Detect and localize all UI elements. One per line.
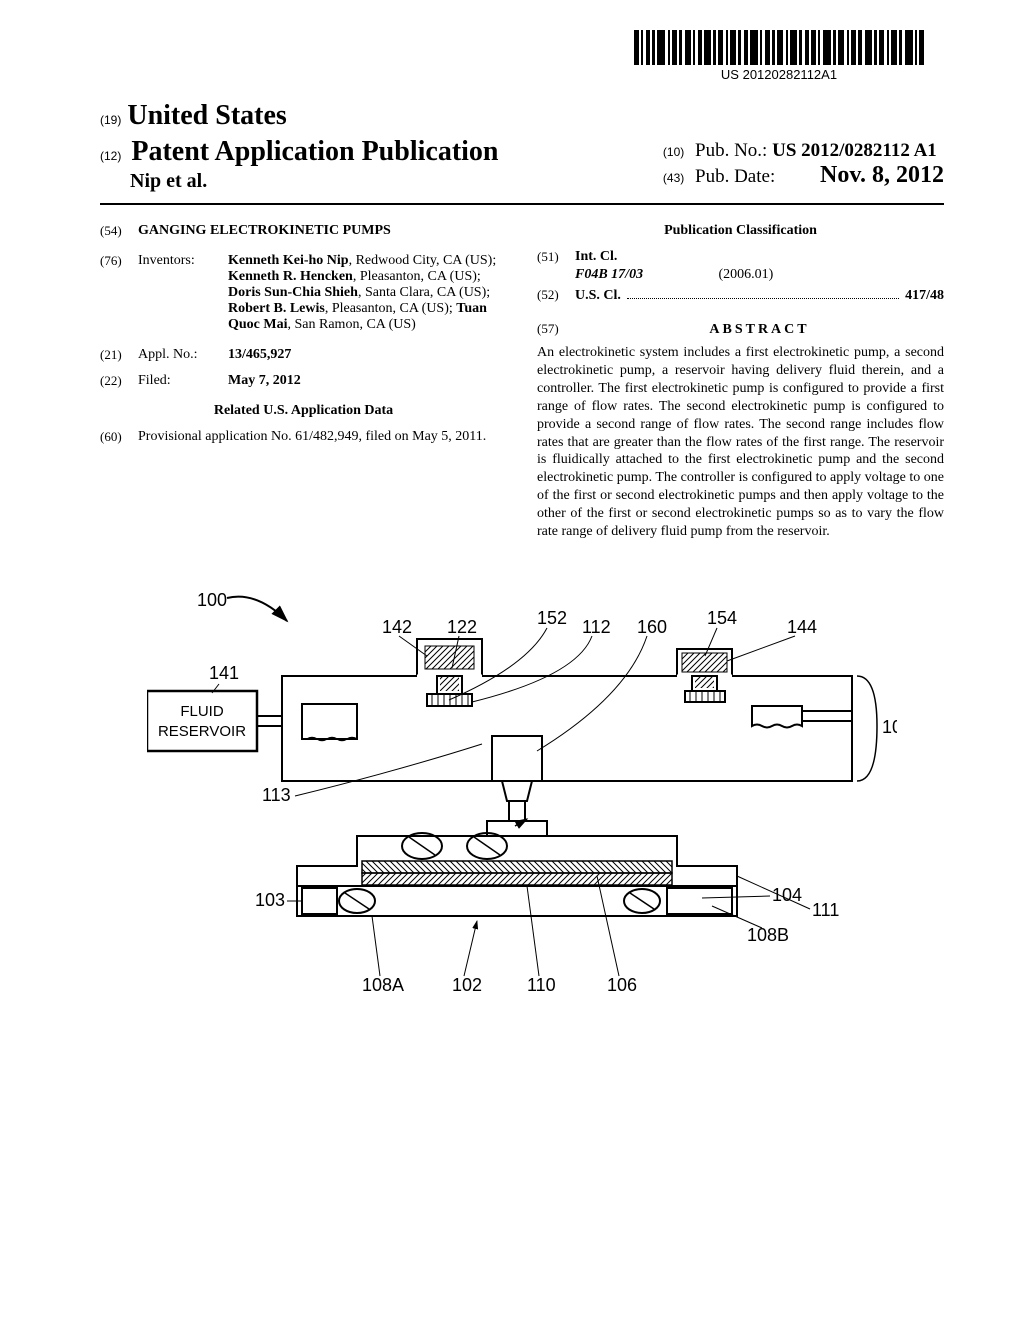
ref-154: 154 <box>707 608 737 628</box>
intcl-year: (2006.01) <box>719 267 774 282</box>
reservoir-label-2: RESERVOIR <box>158 723 246 740</box>
code-60: (60) <box>100 429 138 445</box>
ref-113: 113 <box>262 785 291 805</box>
header-pub-row: (12) Patent Application Publication Nip … <box>100 136 944 193</box>
patent-title: GANGING ELECTROKINETIC PUMPS <box>138 223 391 239</box>
code-54: (54) <box>100 223 138 239</box>
inventors-label: Inventors: <box>138 253 228 333</box>
intcl-value-row: F04B 17/03 (2006.01) <box>575 267 944 283</box>
code-52: (52) <box>537 287 575 303</box>
uscl-label: U.S. Cl. <box>575 288 621 304</box>
inventor-3: Doris Sun-Chia Shieh <box>228 285 358 300</box>
inventor-3-loc: , Santa Clara, CA (US); <box>358 285 490 300</box>
abstract-label: ABSTRACT <box>575 322 944 338</box>
abstract-text: An electrokinetic system includes a firs… <box>537 344 944 541</box>
ref-108a: 108A <box>362 975 404 995</box>
ref-142: 142 <box>382 617 412 637</box>
related-heading: Related U.S. Application Data <box>100 403 507 419</box>
barcode-block: US 20120282112A1 <box>634 30 924 82</box>
ref-152: 152 <box>537 608 567 628</box>
pub-date: Nov. 8, 2012 <box>820 162 944 188</box>
publication-title: Patent Application Publication <box>131 136 498 167</box>
ref-102: 102 <box>452 975 482 995</box>
pub-date-label: Pub. Date: <box>695 166 775 187</box>
inventors-row: (76) Inventors: Kenneth Kei-ho Nip, Redw… <box>100 253 507 333</box>
ref-110: 110 <box>527 975 556 995</box>
left-column: (54) GANGING ELECTROKINETIC PUMPS (76) I… <box>100 223 507 541</box>
ref-144: 144 <box>787 617 817 637</box>
inventor-2-loc: , Pleasanton, CA (US); <box>353 269 481 284</box>
header-country-row: (19) United States <box>100 100 944 132</box>
inventor-4: Robert B. Lewis <box>228 301 325 316</box>
intcl-code: F04B 17/03 <box>575 267 715 283</box>
applno-value: 13/465,927 <box>228 347 507 363</box>
inventor-4-loc: , Pleasanton, CA (US); <box>325 301 456 316</box>
ref-108b: 108B <box>747 925 789 945</box>
intcl-row: (51) Int. Cl. <box>537 249 944 265</box>
country-name: United States <box>127 100 286 132</box>
provisional-row: (60) Provisional application No. 61/482,… <box>100 429 507 445</box>
code-12: (12) <box>100 149 121 163</box>
abstract-header: (57) ABSTRACT <box>537 314 944 344</box>
inventor-1-loc: , Redwood City, CA (US); <box>349 253 497 268</box>
inventor-5-loc: , San Ramon, CA (US) <box>288 317 416 332</box>
code-76: (76) <box>100 253 138 333</box>
ref-101: 101 <box>882 717 897 737</box>
ref-104: 104 <box>772 885 802 905</box>
header-right: (10) Pub. No.: US 2012/0282112 A1 (43) P… <box>663 140 944 189</box>
code-22: (22) <box>100 373 138 389</box>
ref-141: 141 <box>209 663 239 683</box>
applno-row: (21) Appl. No.: 13/465,927 <box>100 347 507 363</box>
ref-111: 111 <box>812 900 839 920</box>
pub-num-label: Pub. No.: <box>695 140 767 161</box>
ref-100: 100 <box>197 590 227 610</box>
inventor-1: Kenneth Kei-ho Nip <box>228 253 349 268</box>
code-19: (19) <box>100 113 121 127</box>
uscl-value: 417/48 <box>905 288 944 304</box>
header-divider <box>100 203 944 205</box>
filed-label: Filed: <box>138 373 228 389</box>
authors: Nip et al. <box>130 170 499 193</box>
inventor-2: Kenneth R. Hencken <box>228 269 353 284</box>
applno-label: Appl. No.: <box>138 347 228 363</box>
code-21: (21) <box>100 347 138 363</box>
pub-class-heading: Publication Classification <box>537 223 944 239</box>
filed-value: May 7, 2012 <box>228 373 507 389</box>
header-left: (12) Patent Application Publication Nip … <box>100 136 499 193</box>
inventors-list: Kenneth Kei-ho Nip, Redwood City, CA (US… <box>228 253 507 333</box>
ref-103: 103 <box>255 890 285 910</box>
body-columns: (54) GANGING ELECTROKINETIC PUMPS (76) I… <box>100 223 944 541</box>
uscl-row: (52) U.S. Cl. 417/48 <box>537 287 944 304</box>
reservoir-label-1: FLUID <box>180 703 224 720</box>
provisional-text: Provisional application No. 61/482,949, … <box>138 429 507 445</box>
right-column: Publication Classification (51) Int. Cl.… <box>537 223 944 541</box>
code-43: (43) <box>663 171 684 185</box>
title-row: (54) GANGING ELECTROKINETIC PUMPS <box>100 223 507 239</box>
ref-112: 112 <box>582 617 611 637</box>
pub-num: US 2012/0282112 A1 <box>772 140 937 161</box>
filed-row: (22) Filed: May 7, 2012 <box>100 373 507 389</box>
barcode-graphic <box>634 30 924 65</box>
uscl-dots <box>627 298 899 299</box>
ref-106: 106 <box>607 975 637 995</box>
ref-160: 160 <box>637 617 667 637</box>
barcode-number: US 20120282112A1 <box>634 67 924 82</box>
ref-122: 122 <box>447 617 477 637</box>
figure-area: 100 101 142 122 152 112 160 <box>100 576 944 1061</box>
patent-figure: 100 101 142 122 152 112 160 <box>147 576 897 1056</box>
code-57: (57) <box>537 321 575 337</box>
header-block: (19) United States (12) Patent Applicati… <box>100 100 944 193</box>
intcl-label: Int. Cl. <box>575 249 617 265</box>
code-51: (51) <box>537 249 575 265</box>
code-10: (10) <box>663 145 684 159</box>
